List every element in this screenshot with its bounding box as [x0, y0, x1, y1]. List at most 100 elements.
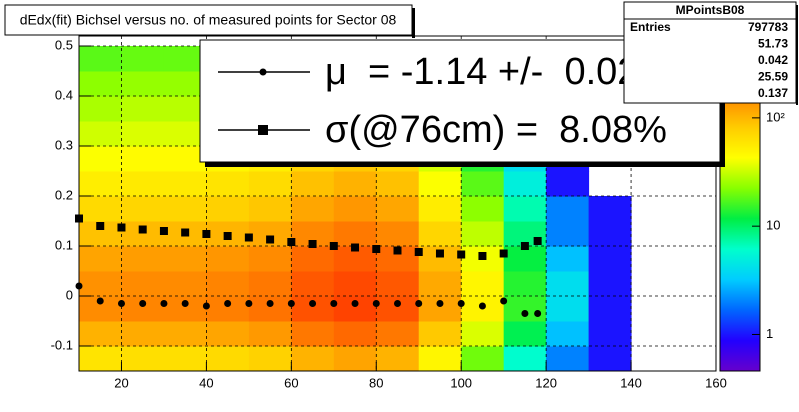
heatmap-cell [121, 171, 165, 197]
heatmap-cell [376, 221, 420, 247]
heatmap-cell [546, 246, 590, 272]
heatmap-cell [206, 196, 250, 222]
heatmap-cell [376, 196, 420, 222]
profile-marker [202, 230, 211, 238]
heatmap-cell [418, 296, 462, 322]
profile-marker [309, 300, 317, 307]
profile-marker [435, 249, 444, 258]
profile-marker [393, 246, 402, 255]
profile-marker [415, 300, 423, 307]
profile-marker [308, 240, 317, 248]
heatmap-cell [376, 346, 420, 372]
stats-value: 25.59 [758, 70, 788, 84]
heatmap-cell [461, 221, 505, 247]
profile-marker [96, 222, 105, 230]
heatmap-cell [79, 71, 122, 97]
heatmap-cell [333, 171, 377, 197]
stats-label: Entries [630, 20, 671, 34]
heatmap-cell [588, 346, 632, 372]
heatmap-cell [79, 121, 122, 147]
heatmap-cell [546, 196, 590, 222]
title-box [4, 4, 413, 36]
heatmap-cell [248, 271, 292, 297]
profile-marker [181, 300, 189, 307]
heatmap-cell [248, 196, 292, 222]
y-tick-label: 0.3 [55, 137, 73, 152]
x-tick-label: 160 [705, 375, 727, 390]
heatmap-cell [588, 296, 632, 322]
heatmap-cell [248, 321, 292, 347]
profile-marker [117, 223, 126, 232]
stats-shadow [796, 5, 798, 105]
heatmap-cell [333, 221, 377, 247]
plot-frame [78, 35, 717, 372]
profile-marker [117, 300, 125, 307]
heatmap-cell [121, 321, 165, 347]
chart-title: dEdx(fit) Bichsel versus no. of measured… [20, 12, 397, 28]
heatmap-cell [461, 196, 505, 222]
profile-marker [414, 248, 423, 256]
heatmap-cell [546, 296, 590, 322]
heatmap-cell [588, 196, 632, 222]
x-tick-label: 140 [620, 375, 642, 390]
heatmap-cell [291, 271, 335, 297]
heatmap-cell [546, 321, 590, 347]
heatmap-cell [333, 321, 377, 347]
heatmap-cell [163, 246, 207, 272]
heatmap-cell [206, 171, 250, 197]
profile-marker [478, 252, 487, 260]
heatmap-cell [79, 246, 122, 272]
profile-marker [159, 227, 168, 235]
x-tick-label: 100 [450, 375, 472, 390]
heatmap-cell [79, 196, 122, 222]
y-tick-label: 0 [66, 287, 73, 302]
heatmap-cell [163, 296, 207, 322]
heatmap-cell [461, 271, 505, 297]
z-tick-label: 10² [766, 109, 785, 124]
heatmap-cell [121, 121, 165, 147]
heatmap-cell [376, 171, 420, 197]
x-tick-label: 120 [535, 375, 557, 390]
x-tick-label: 80 [369, 375, 383, 390]
y-tick-label: 0.1 [55, 237, 73, 252]
profile-marker [160, 300, 168, 307]
heatmap-cell [588, 321, 632, 347]
heatmap-cell [503, 321, 547, 347]
heatmap-cell [79, 146, 122, 172]
heatmap-cell [588, 246, 632, 272]
heatmap-cell [291, 321, 335, 347]
z-tick-label: 10 [766, 218, 780, 233]
profile-marker [287, 300, 295, 307]
profile-marker [521, 310, 529, 317]
heatmap-cell [291, 196, 335, 222]
heatmap-cell [291, 171, 335, 197]
legend-marker [259, 68, 267, 76]
z-tick-label: 1 [766, 326, 773, 341]
y-tick-label: 0.2 [55, 187, 73, 202]
heatmap-cell [79, 271, 122, 297]
heatmap-cell [291, 346, 335, 372]
profile-marker [520, 242, 529, 250]
heatmap-cell [418, 221, 462, 247]
heatmap-cell [121, 146, 165, 172]
y-tick-label: 0.5 [55, 37, 73, 52]
profile-marker [287, 238, 296, 246]
heatmap-cell [121, 221, 165, 247]
heatmap-cell [121, 196, 165, 222]
profile-marker [372, 300, 380, 307]
heatmap-cell [248, 346, 292, 372]
legend-label: σ(@76cm) = 8.08% [325, 109, 667, 151]
heatmap-cell [121, 296, 165, 322]
heatmap-cell [79, 171, 122, 197]
profile-marker [224, 300, 232, 307]
heatmap-cell [121, 71, 165, 97]
stats-value: 0.137 [758, 86, 788, 100]
heatmap-cell [546, 221, 590, 247]
profile-marker [372, 245, 381, 253]
stats-value: 51.73 [758, 37, 788, 51]
heatmap-cell [121, 96, 165, 122]
heatmap-cell [206, 296, 250, 322]
y-tick-label: 0.4 [55, 87, 73, 102]
heatmap-cell [333, 271, 377, 297]
